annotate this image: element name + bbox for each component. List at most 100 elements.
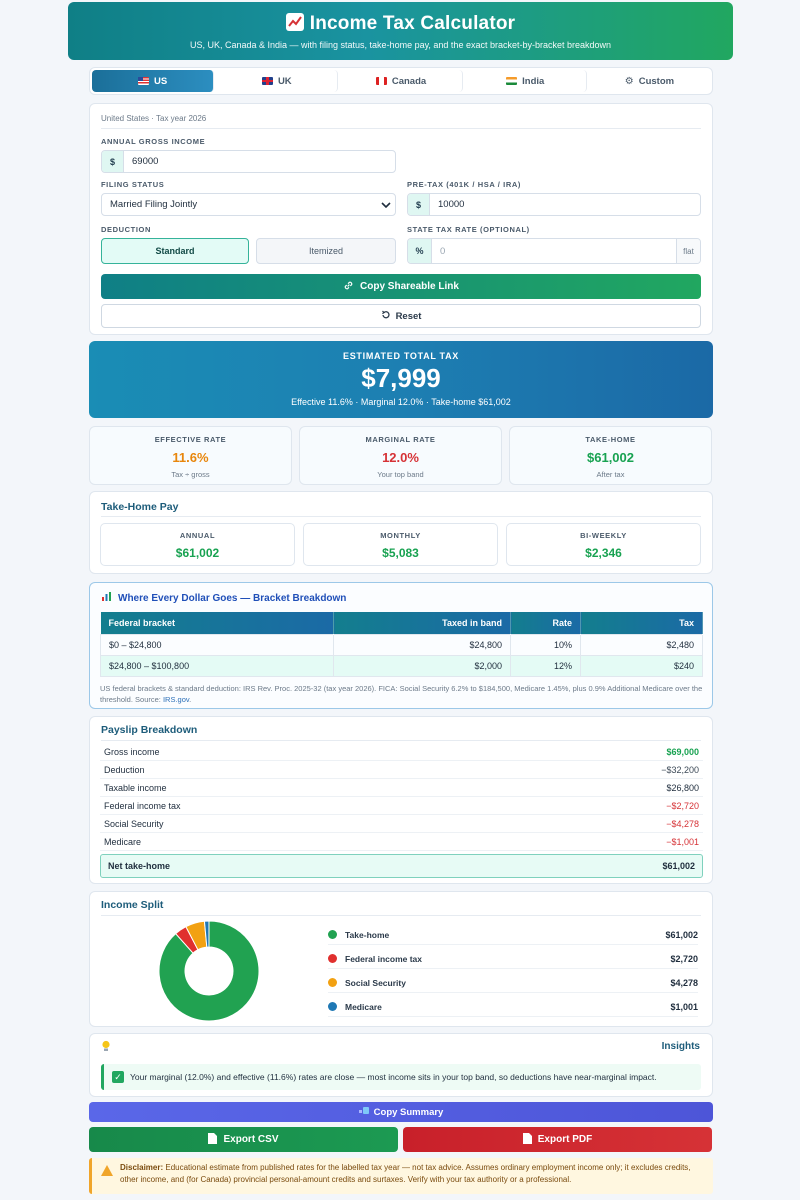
warning-icon bbox=[101, 1165, 113, 1176]
stat-label: EFFECTIVE RATE bbox=[154, 435, 227, 444]
payslip-row: Social Security −$4,278 bbox=[100, 815, 703, 833]
section-title: Take-Home Pay bbox=[101, 501, 179, 513]
pretax-input[interactable]: 10000 bbox=[438, 199, 465, 210]
input-form-card: United States · Tax year 2026 ANNUAL GRO… bbox=[89, 103, 713, 335]
legend-dot bbox=[328, 1002, 337, 1011]
chart-trend-icon bbox=[285, 13, 304, 31]
pay-value: $61,002 bbox=[175, 546, 220, 560]
cell: $240 bbox=[580, 654, 703, 677]
india-flag-icon bbox=[506, 77, 518, 85]
col-header: Rate bbox=[510, 612, 581, 634]
reset-button[interactable]: Reset bbox=[101, 304, 701, 328]
annual-pay: ANNUAL $61,002 bbox=[100, 523, 295, 566]
estimate-summary: Effective 11.6% · Marginal 12.0% · Take-… bbox=[291, 397, 511, 407]
tab-custom[interactable]: ⚙ Custom bbox=[624, 75, 675, 87]
income-field[interactable]: $ 69000 bbox=[101, 150, 396, 173]
export-csv-button[interactable]: Export CSV bbox=[89, 1127, 398, 1152]
export-pdf-button[interactable]: Export PDF bbox=[403, 1127, 712, 1152]
legend-item: Social Security $4,278 bbox=[328, 973, 698, 993]
stat-note: Your top band bbox=[377, 470, 424, 479]
payslip-row: Gross income $69,000 bbox=[100, 743, 703, 761]
divider bbox=[101, 740, 701, 741]
payslip-row: Deduction −$32,200 bbox=[100, 761, 703, 779]
income-split-donut bbox=[158, 920, 260, 1022]
pretax-label: PRE-TAX (401K / HSA / IRA) bbox=[407, 180, 521, 189]
pay-value: $2,346 bbox=[585, 546, 622, 560]
tab-india[interactable]: India bbox=[465, 70, 587, 92]
chevron-down-icon bbox=[377, 194, 395, 215]
donut-slice-take-home bbox=[158, 920, 260, 1022]
filing-status-value: Married Filing Jointly bbox=[110, 199, 198, 210]
cell: $2,000 bbox=[333, 654, 511, 677]
stat-value: $61,002 bbox=[587, 450, 634, 465]
tax-context: United States · Tax year 2026 bbox=[101, 114, 207, 123]
stat-note: After tax bbox=[596, 470, 625, 479]
col-header: Taxed in band bbox=[333, 612, 511, 634]
pay-label: BI-WEEKLY bbox=[580, 531, 627, 540]
payslip-card: Payslip Breakdown Gross income $69,000 De… bbox=[89, 716, 713, 884]
deduction-label: DEDUCTION bbox=[101, 225, 151, 234]
pretax-field[interactable]: $ 10000 bbox=[407, 193, 701, 216]
country-tabs: US UK Canada India ⚙ Custom bbox=[89, 67, 713, 95]
tab-uk[interactable]: UK bbox=[216, 70, 339, 92]
table-row: $0 – $24,800 $24,800 10% $2,480 bbox=[100, 633, 703, 656]
state-tax-label: STATE TAX RATE (OPTIONAL) bbox=[407, 225, 530, 234]
cell: $24,800 bbox=[333, 633, 511, 656]
gear-icon: ⚙ bbox=[624, 75, 634, 87]
legend-item: Medicare $1,001 bbox=[328, 997, 698, 1017]
stat-value: 12.0% bbox=[382, 450, 419, 465]
section-title: Income Split bbox=[101, 899, 164, 911]
bar-chart-icon bbox=[101, 591, 112, 605]
filing-status-select[interactable]: Married Filing Jointly bbox=[101, 193, 396, 216]
cell: 10% bbox=[510, 633, 581, 656]
state-tax-field[interactable]: % 0 flat bbox=[407, 238, 701, 264]
cell: $2,480 bbox=[580, 633, 703, 656]
reset-icon bbox=[381, 310, 391, 323]
percent-prefix: % bbox=[408, 239, 432, 263]
legend-item: Federal income tax $2,720 bbox=[328, 949, 698, 969]
source-link[interactable]: IRS.gov bbox=[162, 695, 190, 704]
app-title: Income Tax Calculator bbox=[309, 13, 516, 34]
donut-slice-medicare bbox=[203, 920, 210, 948]
state-tax-input[interactable]: 0 bbox=[440, 245, 446, 257]
dollar-prefix: $ bbox=[408, 194, 430, 215]
file-icon bbox=[522, 1132, 532, 1147]
dollar-prefix: $ bbox=[102, 151, 124, 172]
section-title: Payslip Breakdown bbox=[101, 724, 198, 736]
insight-message: ✓ Your marginal (12.0%) and effective (1… bbox=[101, 1064, 701, 1090]
payslip-row: Federal income tax −$2,720 bbox=[100, 797, 703, 815]
insights-title: Insights bbox=[661, 1041, 700, 1052]
income-input[interactable]: 69000 bbox=[132, 156, 159, 167]
copy-summary-button[interactable]: Copy Summary bbox=[89, 1102, 713, 1122]
bracket-note: US federal brackets & standard deduction… bbox=[100, 684, 703, 704]
stat-label: MARGINAL RATE bbox=[365, 435, 436, 444]
estimate-amount: $7,999 bbox=[361, 363, 441, 393]
cell: $0 – $24,800 bbox=[100, 633, 334, 656]
link-icon bbox=[343, 280, 354, 294]
legend-item: Take-home $61,002 bbox=[328, 925, 698, 945]
payslip-row: Medicare −$1,001 bbox=[100, 833, 703, 851]
bracket-breakdown-card: Where Every Dollar Goes — Bracket Breakd… bbox=[89, 582, 713, 709]
filing-label: FILING STATUS bbox=[101, 180, 165, 189]
stat-label: TAKE-HOME bbox=[585, 435, 636, 444]
tab-canada[interactable]: Canada bbox=[340, 70, 463, 92]
deduction-standard-button[interactable]: Standard bbox=[101, 238, 249, 264]
effective-rate-card: EFFECTIVE RATE 11.6% Tax ÷ gross bbox=[89, 426, 292, 485]
clipboard-icon bbox=[358, 1106, 370, 1118]
tab-us[interactable]: US bbox=[92, 70, 215, 92]
copy-link-button[interactable]: Copy Shareable Link bbox=[101, 274, 701, 299]
deduction-itemized-button[interactable]: Itemized bbox=[256, 238, 396, 264]
divider bbox=[101, 128, 701, 129]
stat-value: 11.6% bbox=[172, 450, 209, 465]
flat-suffix: flat bbox=[676, 239, 700, 263]
stat-note: Tax ÷ gross bbox=[171, 470, 210, 479]
pay-label: ANNUAL bbox=[179, 531, 216, 540]
cell: 12% bbox=[510, 654, 581, 677]
legend-dot bbox=[328, 978, 337, 987]
uk-flag-icon bbox=[261, 77, 273, 85]
pay-value: $5,083 bbox=[382, 546, 419, 560]
monthly-pay: MONTHLY $5,083 bbox=[303, 523, 498, 566]
legend-dot bbox=[328, 954, 337, 963]
pay-label: MONTHLY bbox=[380, 531, 421, 540]
table-row: $24,800 – $100,800 $2,000 12% $240 bbox=[100, 654, 703, 677]
